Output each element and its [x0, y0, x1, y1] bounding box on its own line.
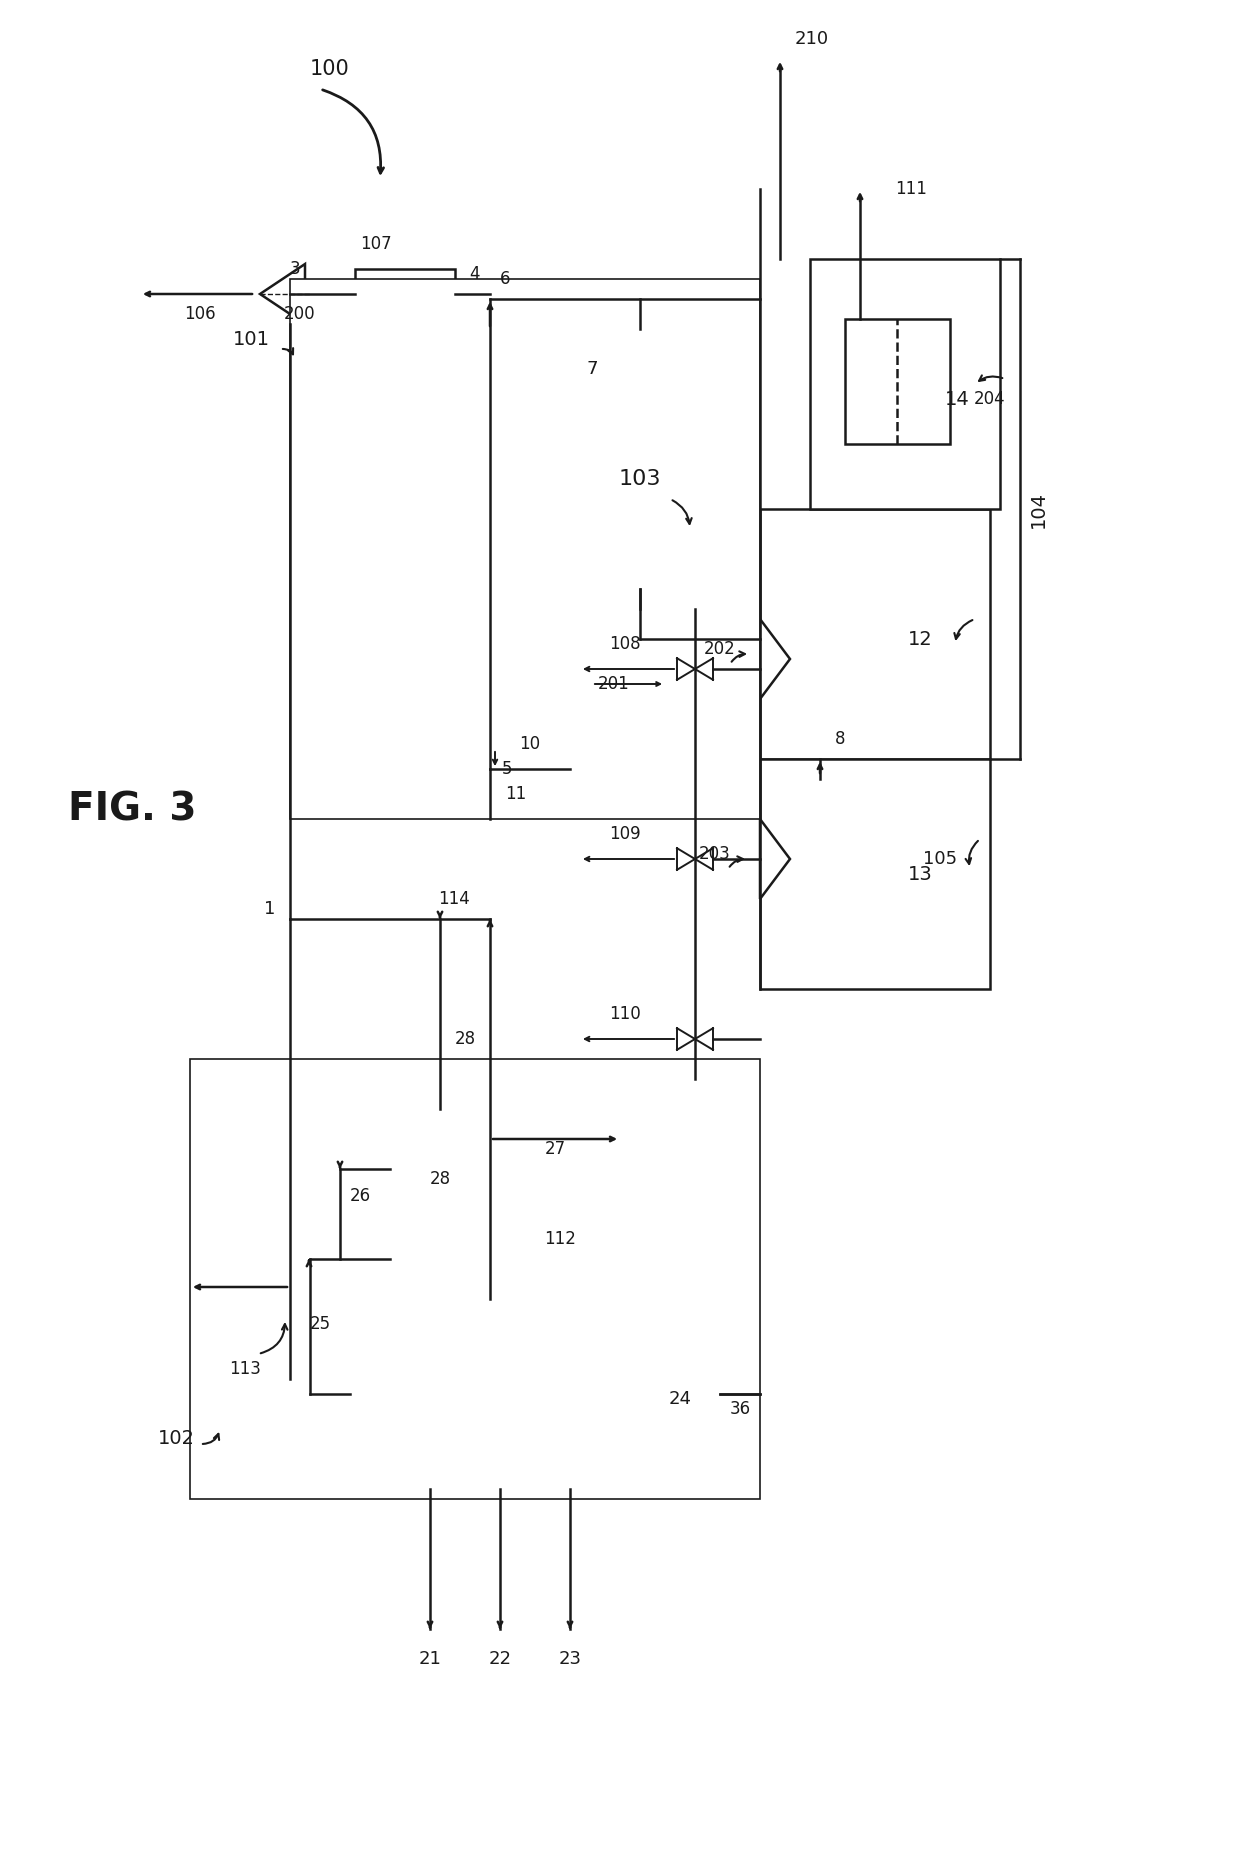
- Text: 24: 24: [668, 1391, 692, 1407]
- Text: 114: 114: [438, 890, 470, 907]
- Text: 112: 112: [544, 1231, 575, 1247]
- Bar: [760, 758, 990, 989]
- Text: 5: 5: [502, 760, 512, 779]
- Text: 204: 204: [975, 390, 1006, 407]
- Text: 108: 108: [609, 636, 641, 653]
- Text: 11: 11: [505, 784, 526, 803]
- Bar: [355, 270, 455, 320]
- Bar: [391, 1110, 490, 1169]
- Text: 104: 104: [1028, 491, 1048, 528]
- Text: 203: 203: [699, 846, 730, 863]
- Text: 7: 7: [587, 361, 599, 377]
- Text: 103: 103: [619, 468, 661, 489]
- Text: 102: 102: [157, 1430, 195, 1448]
- Text: 201: 201: [598, 675, 630, 693]
- Bar: [290, 279, 760, 820]
- Text: 8: 8: [835, 731, 846, 747]
- Text: FIG. 3: FIG. 3: [68, 790, 196, 827]
- Text: 202: 202: [704, 639, 735, 658]
- Text: 14: 14: [945, 390, 970, 409]
- Bar: [844, 320, 950, 444]
- Text: 100: 100: [310, 59, 350, 78]
- Text: 22: 22: [489, 1651, 511, 1668]
- Text: 25: 25: [310, 1314, 331, 1333]
- Bar: [760, 509, 990, 758]
- Bar: [570, 329, 720, 589]
- Text: 26: 26: [350, 1188, 371, 1205]
- Bar: [580, 610, 711, 729]
- Bar: [810, 258, 999, 509]
- Text: 113: 113: [229, 1361, 260, 1378]
- Text: 6: 6: [500, 270, 510, 288]
- Text: 107: 107: [360, 234, 392, 253]
- Polygon shape: [260, 264, 305, 323]
- Text: 10: 10: [520, 734, 541, 753]
- Text: 28: 28: [429, 1169, 450, 1188]
- Bar: [350, 1299, 720, 1489]
- Text: 109: 109: [609, 825, 641, 842]
- Bar: [190, 1060, 760, 1498]
- Text: 28: 28: [455, 1030, 476, 1048]
- Text: 111: 111: [895, 180, 926, 199]
- Text: 23: 23: [558, 1651, 582, 1668]
- Text: 36: 36: [729, 1400, 750, 1418]
- Text: 21: 21: [419, 1651, 441, 1668]
- Text: 4: 4: [470, 266, 480, 283]
- Text: 3: 3: [290, 260, 300, 279]
- Text: 13: 13: [908, 864, 932, 883]
- Text: 106: 106: [185, 305, 216, 323]
- Text: 101: 101: [233, 329, 270, 348]
- Text: 105: 105: [923, 850, 957, 868]
- Text: 210: 210: [795, 30, 830, 48]
- Text: 12: 12: [908, 630, 932, 649]
- Polygon shape: [760, 820, 790, 900]
- Text: 200: 200: [284, 305, 316, 323]
- Polygon shape: [760, 619, 790, 699]
- Text: 110: 110: [609, 1006, 641, 1022]
- Bar: [290, 1259, 391, 1314]
- Text: 27: 27: [544, 1140, 565, 1158]
- Text: 1: 1: [264, 900, 275, 918]
